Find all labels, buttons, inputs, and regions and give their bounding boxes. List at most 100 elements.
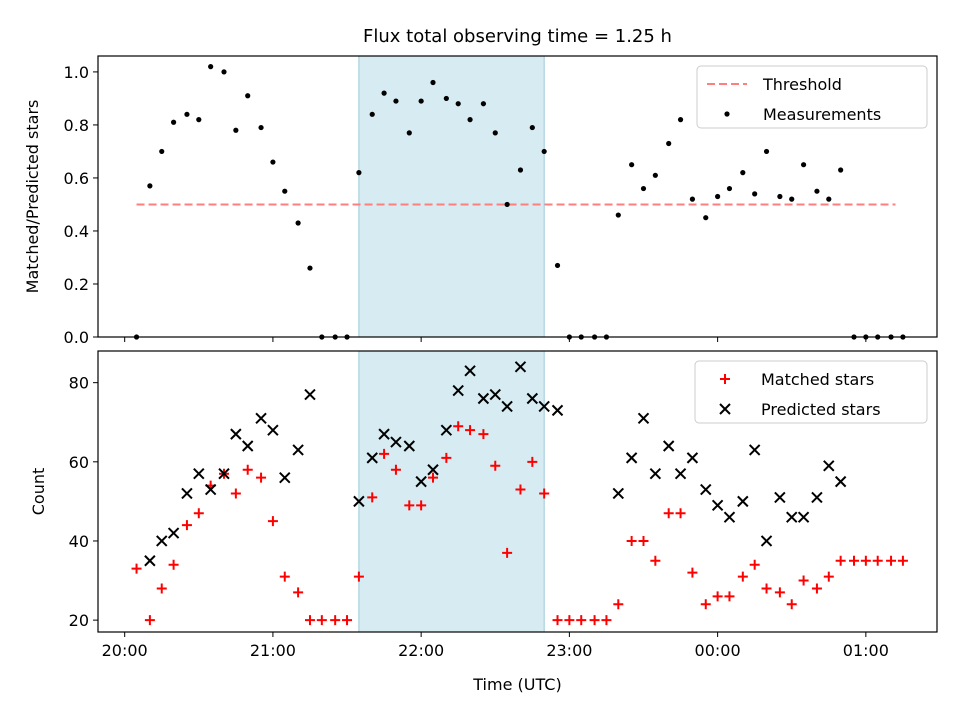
measurement-point [369,111,375,117]
legend-label: Predicted stars [761,400,881,419]
predicted-marker [723,511,736,523]
legend-matched-swatch [720,374,730,384]
measurement-point [159,148,165,155]
measurement-point [504,201,510,208]
measurement-point [666,140,672,147]
predicted-marker [452,384,464,397]
measurement-point [640,185,647,192]
x-axis-label: Time (UTC) [472,675,561,694]
matched-marker [626,535,637,546]
matched-marker [390,464,401,475]
axes-frame [97,350,938,633]
measurement-point [752,191,758,197]
matched-marker [724,591,735,602]
predicted-marker [181,487,193,500]
predicted-marker [353,495,365,508]
measurement-point [800,162,807,168]
matched-marker [168,559,179,570]
matched-marker [823,571,834,582]
x-tick-label: 21:00 [250,641,296,660]
x-tick-label: 23:00 [546,641,592,660]
highlight-span [358,55,545,338]
x-tick-label: 01:00 [843,641,889,660]
bottom-panel: 20 40 60 80 20:00 21:00 22:00 23:00 00:00 01:00 Co… [29,350,938,694]
matched-marker [267,516,278,527]
measurement-point [763,148,770,155]
predicted-marker [737,495,749,508]
y-tick-label: 20 [69,611,89,630]
axes-frame [97,55,938,338]
y-tick-label: 40 [69,532,89,551]
measurement-point [307,265,313,271]
legend-label: Matched stars [761,370,874,389]
measurement-point [443,95,449,102]
predicted-marker [477,392,490,405]
matched-marker [589,615,600,626]
measurement-point [629,162,635,168]
legend-measurement-swatch [724,111,730,117]
measurement-point [381,90,387,96]
predicted-marker [242,440,254,452]
matched-marker [564,615,575,626]
predicted-marker [501,400,513,413]
matched-marker [379,448,390,459]
legend: Threshold Measurements [696,65,928,129]
measurement-point [726,185,733,192]
predicted-marker [551,404,564,417]
predicted-marker [649,467,662,480]
predicted-marker [156,535,168,547]
top-panel: Flux total observing time = 1.25 h 0.0 0.2… [23,26,938,347]
measurement-point [170,119,177,125]
matched-marker [342,615,353,626]
predicted-marker [403,440,415,452]
measurement-point [356,170,362,176]
matched-marker [304,615,315,626]
measurement-point [245,93,251,99]
predicted-marker [193,467,205,480]
highlight-span [358,350,545,633]
predicted-marker [440,424,453,436]
measurement-point [554,262,561,269]
predicted-marker [637,412,650,424]
matched-marker [367,492,378,503]
predicted-marker [514,361,527,373]
predicted-marker [427,464,439,476]
predicted-marker [612,487,625,500]
series-predicted-stars [144,361,847,567]
matched-marker [737,571,748,582]
x-tick-label: 22:00 [398,641,444,660]
matched-marker [490,460,501,471]
predicted-marker [686,452,699,464]
matched-marker [613,599,624,610]
matched-marker [675,508,686,519]
predicted-marker [823,460,835,472]
predicted-marker [218,467,230,480]
matched-marker [774,587,785,598]
measurement-point [406,130,412,136]
measurement-point [295,220,301,226]
series-matched-stars [131,421,908,626]
y-tick-label: 0.0 [64,328,89,347]
legend-box [694,360,928,424]
matched-marker [515,484,526,495]
y-tick-label: 0.6 [64,169,89,188]
measurement-point [740,170,746,176]
x-tick-label: 00:00 [695,641,741,660]
matched-marker [441,452,452,463]
y-tick-label: 0.4 [64,222,89,241]
predicted-marker [230,428,242,440]
matched-marker [279,571,290,582]
matched-marker [749,559,760,570]
matched-marker [465,425,476,436]
measurement-point [208,64,214,70]
measurement-point [196,117,202,123]
y-tick-label: 0.8 [64,116,89,135]
measurement-point [541,148,547,155]
matched-marker [835,555,846,566]
matched-marker [144,615,155,626]
matched-marker [601,615,612,626]
measurement-point [455,101,461,107]
legend: Matched stars Predicted stars [694,360,928,424]
matched-marker [230,488,241,499]
matched-marker [131,563,142,574]
